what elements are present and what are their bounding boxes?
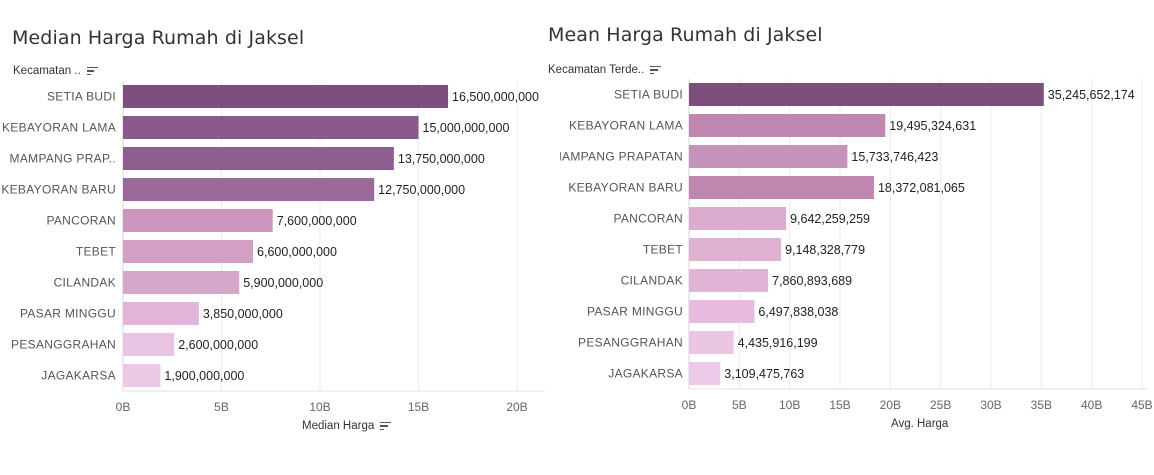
bar[interactable] — [689, 83, 1044, 106]
bar[interactable] — [123, 333, 175, 356]
data-label: 1,900,000,000 — [164, 369, 244, 383]
bar[interactable] — [123, 178, 375, 201]
tick-label: 20B — [506, 400, 527, 414]
category-label[interactable]: JAGAKARSA — [41, 369, 116, 383]
category-label[interactable]: PANCORAN — [613, 212, 683, 226]
bar[interactable] — [689, 238, 782, 261]
tick-label: 15B — [829, 398, 850, 412]
sort-icon[interactable] — [380, 421, 392, 431]
data-label: 2,600,000,000 — [178, 338, 258, 352]
data-label: 18,372,081,065 — [878, 181, 965, 195]
category-label[interactable]: TEBET — [76, 245, 117, 259]
data-label: 15,733,746,423 — [851, 150, 938, 164]
tick-label: 25B — [930, 398, 951, 412]
bar[interactable] — [689, 145, 848, 168]
data-label: 3,109,475,763 — [724, 367, 804, 381]
data-label: 6,600,000,000 — [257, 245, 337, 259]
bar[interactable] — [689, 269, 769, 292]
data-label: 7,600,000,000 — [277, 214, 357, 228]
data-label: 4,435,916,199 — [738, 336, 818, 350]
tick-label: 45B — [1131, 398, 1152, 412]
category-label[interactable]: MAMPANG PRAP.. — [10, 152, 116, 166]
category-label[interactable]: SETIA BUDI — [614, 88, 683, 102]
tick-label: 35B — [1031, 398, 1052, 412]
bar[interactable] — [689, 176, 874, 199]
category-label[interactable]: CILANDAK — [621, 274, 683, 288]
row-header-label: Kecamatan Terde.. — [548, 64, 645, 76]
tick-label: 15B — [408, 400, 429, 414]
x-axis-title-label: Avg. Harga — [891, 418, 949, 430]
category-label[interactable]: CILANDAK — [54, 276, 116, 290]
category-label[interactable]: KEBAYORAN BARU — [1, 183, 116, 197]
category-label[interactable]: PESANGGRAHAN — [578, 336, 683, 350]
category-label[interactable]: KEBAYORAN LAMA — [569, 119, 683, 133]
median-chart-panel: Median Harga Rumah di Jaksel Kecamatan .… — [0, 0, 560, 475]
data-label: 15,000,000,000 — [423, 121, 510, 135]
category-label[interactable]: PESANGGRAHAN — [11, 338, 116, 352]
data-label: 13,750,000,000 — [398, 152, 485, 166]
bar[interactable] — [689, 331, 734, 354]
data-label: 12,750,000,000 — [378, 183, 465, 197]
bar[interactable] — [689, 114, 886, 137]
category-label[interactable]: SETIA BUDI — [47, 90, 116, 104]
data-label: 19,495,324,631 — [889, 119, 976, 133]
chart-title: Median Harga Rumah di Jaksel — [12, 27, 305, 49]
category-label[interactable]: TEBET — [643, 243, 684, 257]
bar[interactable] — [123, 271, 240, 294]
bar[interactable] — [123, 240, 254, 263]
data-label: 7,860,893,689 — [772, 274, 852, 288]
bar[interactable] — [123, 302, 199, 325]
tick-label: 30B — [980, 398, 1001, 412]
sort-icon[interactable] — [650, 65, 662, 75]
bar[interactable] — [689, 207, 787, 230]
data-label: 5,900,000,000 — [243, 276, 323, 290]
bar[interactable] — [123, 364, 161, 387]
mean-chart-panel: Mean Harga Rumah di Jaksel Kecamatan Ter… — [548, 0, 1154, 475]
tick-label: 10B — [309, 400, 330, 414]
x-axis-title[interactable]: Median Harga — [302, 420, 392, 432]
row-header[interactable]: Kecamatan .. — [13, 65, 98, 77]
tick-label: 0B — [682, 398, 697, 412]
tick-label: 20B — [880, 398, 901, 412]
category-label[interactable]: PASAR MINGGU — [20, 307, 116, 321]
bar[interactable] — [689, 362, 721, 385]
data-label: 16,500,000,000 — [452, 90, 539, 104]
category-label[interactable]: KEBAYORAN LAMA — [2, 121, 116, 135]
category-label[interactable]: PANCORAN — [46, 214, 116, 228]
category-label[interactable]: PASAR MINGGU — [587, 305, 683, 319]
bar[interactable] — [123, 147, 394, 170]
tick-label: 40B — [1081, 398, 1102, 412]
bar[interactable] — [123, 85, 449, 108]
tick-label: 0B — [116, 400, 131, 414]
chart-title: Mean Harga Rumah di Jaksel — [548, 24, 823, 46]
bar[interactable] — [123, 116, 419, 139]
x-axis-title: Avg. Harga — [891, 418, 948, 430]
row-header[interactable]: Kecamatan Terde.. — [548, 64, 662, 76]
mean-bar-chart: SETIA BUDI 35,245,652,174 KEBAYORAN LAMA 19… — [560, 79, 1153, 412]
bar[interactable] — [689, 300, 755, 323]
x-axis-title-label: Median Harga — [302, 420, 375, 432]
tick-label: 5B — [214, 400, 229, 414]
bar[interactable] — [123, 209, 273, 232]
category-label[interactable]: JAGAKARSA — [608, 367, 683, 381]
median-bar-chart: SETIA BUDI 16,500,000,000 KEBAYORAN LAMA 15… — [1, 81, 545, 414]
data-label: 9,642,259,259 — [790, 212, 870, 226]
data-label: 9,148,328,779 — [785, 243, 865, 257]
tick-label: 5B — [732, 398, 747, 412]
sort-icon[interactable] — [86, 66, 98, 76]
data-label: 35,245,652,174 — [1048, 88, 1135, 102]
category-label[interactable]: KEBAYORAN BARU — [568, 181, 683, 195]
data-label: 3,850,000,000 — [203, 307, 283, 321]
tick-label: 10B — [779, 398, 800, 412]
category-label[interactable]: MAMPANG PRAPATAN — [560, 150, 683, 164]
row-header-label: Kecamatan .. — [13, 65, 81, 77]
data-label: 6,497,838,038 — [758, 305, 838, 319]
